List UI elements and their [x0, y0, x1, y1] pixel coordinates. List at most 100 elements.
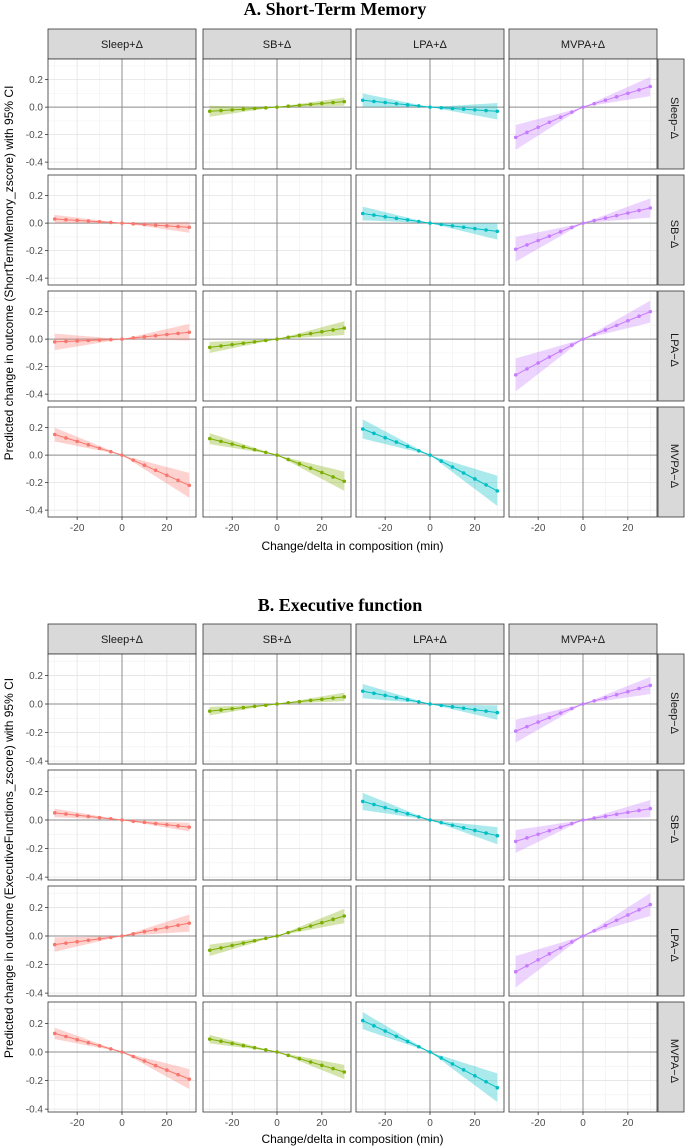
data-point [558, 825, 563, 829]
data-point [207, 436, 212, 441]
data-point [372, 691, 376, 696]
data-point [187, 1077, 192, 1081]
facet-panel [508, 885, 658, 997]
data-point [97, 1044, 102, 1048]
data-point [275, 934, 279, 938]
data-point [241, 445, 246, 449]
x-tick-label: 20 [316, 523, 328, 534]
x-axis-label: Change/delta in composition (min) [261, 539, 443, 553]
data-point [331, 696, 335, 700]
data-point [416, 448, 421, 453]
data-point [416, 815, 421, 819]
data-point [108, 337, 113, 342]
data-point [484, 709, 488, 713]
data-point [64, 217, 68, 222]
confidence-band [54, 324, 190, 351]
data-point [450, 106, 455, 111]
data-point [252, 447, 257, 452]
y-tick-label: -0.2 [26, 844, 44, 855]
data-point [581, 221, 585, 225]
data-point [286, 701, 291, 705]
data-point [405, 103, 410, 107]
x-tick-label: -20 [378, 523, 393, 534]
data-point [360, 1018, 365, 1023]
data-point [286, 104, 291, 109]
data-point [131, 819, 136, 823]
data-point [547, 952, 552, 956]
data-point [286, 930, 291, 935]
x-tick-label: 0 [427, 523, 433, 534]
data-point [592, 218, 597, 223]
data-point [513, 839, 518, 844]
y-tick-label: -0.2 [26, 960, 44, 971]
data-point [372, 802, 376, 807]
data-point [108, 817, 113, 821]
data-point [428, 1050, 432, 1054]
data-point [450, 224, 455, 228]
data-point [75, 1037, 79, 1042]
data-point [64, 436, 68, 440]
data-point [142, 1059, 147, 1063]
data-point [603, 216, 608, 220]
facet-panel [47, 174, 197, 286]
confidence-band [209, 97, 345, 117]
data-point [525, 130, 529, 135]
data-point [108, 449, 113, 454]
data-point [383, 693, 387, 698]
data-point [428, 105, 432, 109]
data-point [513, 135, 518, 140]
data-point [219, 708, 223, 712]
panel-border [47, 174, 197, 286]
y-tick-label: -0.2 [26, 130, 44, 141]
facet-panel [47, 885, 197, 997]
panel-border [355, 290, 505, 402]
y-tick-label: -0.4 [26, 873, 44, 884]
x-tick-label: -20 [225, 1118, 240, 1129]
data-point [86, 814, 91, 819]
data-point [320, 329, 324, 334]
y-tick-label: 0.0 [29, 1048, 43, 1059]
data-point [331, 328, 335, 332]
y-tick-label: 0.0 [29, 451, 43, 462]
data-point [263, 703, 268, 707]
facet-strip [657, 653, 685, 765]
data-point [648, 309, 653, 314]
data-point [439, 820, 444, 825]
chart-title: B. Executive function [258, 595, 423, 615]
facet-panel [202, 174, 352, 286]
data-point [308, 102, 313, 107]
panel-border [355, 885, 505, 997]
data-point [614, 213, 619, 218]
data-point [547, 355, 552, 359]
confidence-band [362, 684, 498, 720]
data-point [275, 453, 279, 457]
data-point [626, 810, 630, 815]
data-point [648, 84, 653, 89]
y-tick-label: -0.2 [26, 362, 44, 373]
x-tick-label: 0 [119, 1118, 125, 1129]
data-point [176, 824, 180, 828]
data-point [342, 99, 347, 104]
data-point [473, 477, 477, 481]
data-point [581, 702, 585, 706]
data-point [637, 908, 641, 912]
data-point [331, 475, 335, 479]
data-point [637, 686, 641, 691]
data-point [286, 1053, 291, 1058]
data-point [275, 1050, 279, 1054]
data-point [558, 946, 563, 950]
confidence-band [54, 914, 190, 952]
facet-panel [508, 174, 658, 286]
data-point [142, 335, 147, 339]
data-point [558, 711, 563, 715]
facet-panel [202, 885, 352, 997]
data-point [383, 100, 387, 105]
data-point [165, 925, 169, 930]
data-point [581, 818, 585, 822]
panel-border [508, 653, 658, 765]
data-point [360, 211, 365, 216]
y-tick-label: -0.2 [26, 728, 44, 739]
y-tick-label: 0.0 [29, 700, 43, 711]
data-point [547, 715, 552, 720]
